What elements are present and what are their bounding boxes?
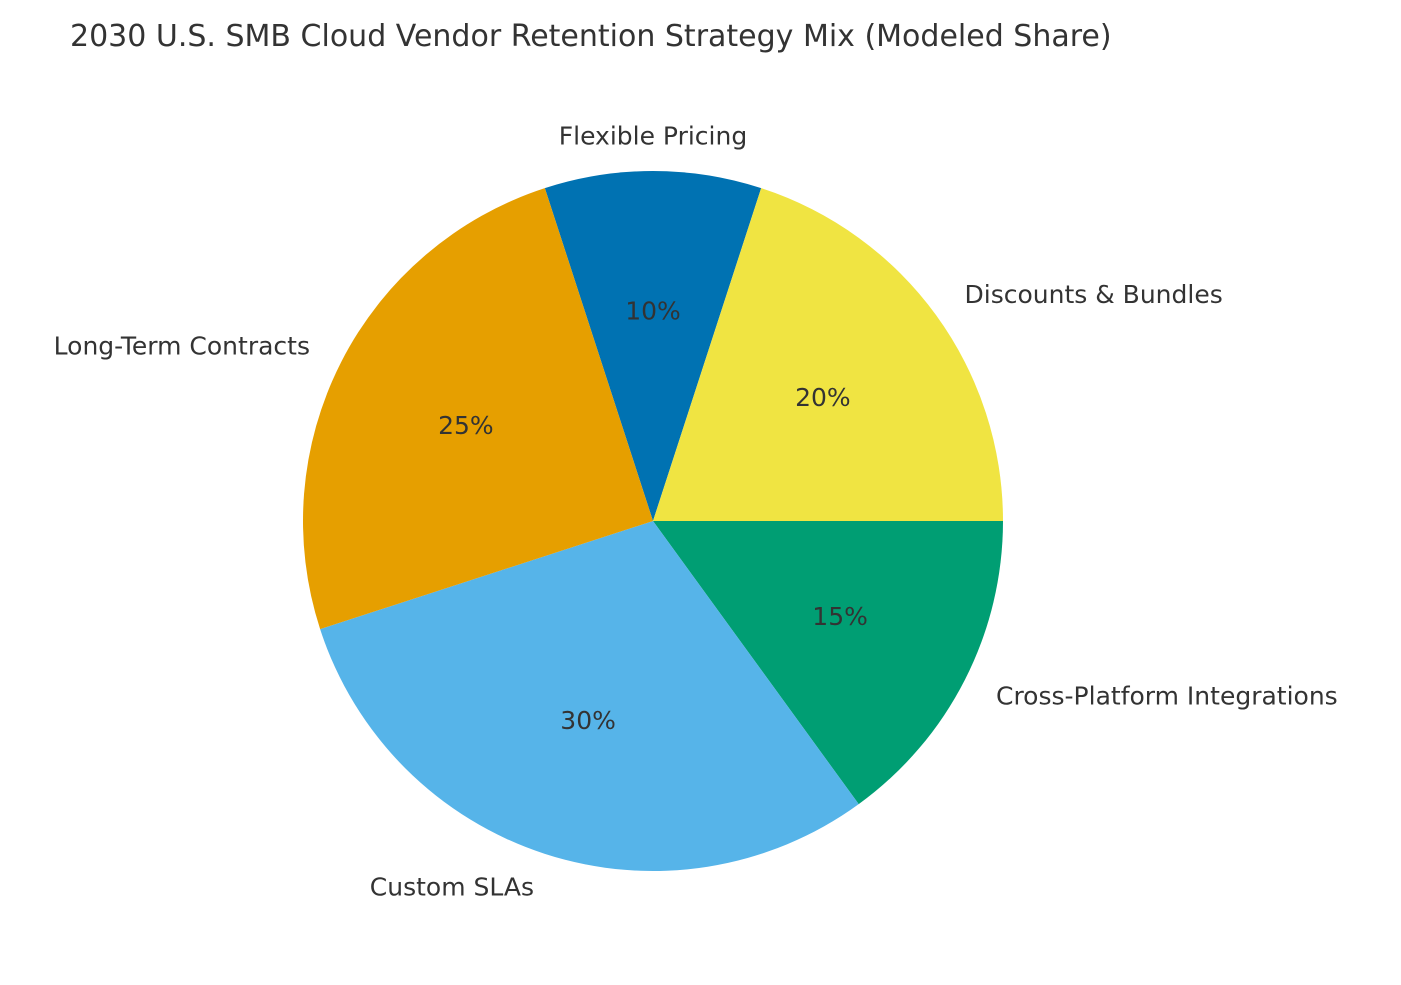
pie-slice-cross-platform-integrations bbox=[653, 521, 1003, 805]
pct-label-custom-slas: 30% bbox=[560, 706, 616, 735]
pct-label-long-term-contracts: 25% bbox=[438, 411, 494, 440]
pct-label-flexible-pricing: 10% bbox=[625, 297, 681, 326]
pie-labels: 10% Flexible Pricing 20% Discounts & Bundle… bbox=[54, 122, 1338, 902]
pct-label-cross-platform-integrations: 15% bbox=[812, 602, 868, 631]
pie-slice-custom-slas bbox=[320, 521, 859, 872]
pie-slice-long-term-contracts bbox=[302, 188, 653, 630]
slice-label-custom-slas: Custom SLAs bbox=[370, 873, 534, 902]
chart-title: 2030 U.S. SMB Cloud Vendor Retention Str… bbox=[70, 19, 1112, 54]
pie-slice-flexible-pricing bbox=[544, 170, 762, 522]
slice-label-cross-platform-integrations: Cross-Platform Integrations bbox=[996, 681, 1338, 710]
pct-label-discounts-and-bundles: 20% bbox=[795, 383, 851, 412]
slice-label-long-term-contracts: Long-Term Contracts bbox=[54, 332, 310, 361]
slice-label-discounts-and-bundles: Discounts & Bundles bbox=[965, 280, 1223, 309]
slice-label-flexible-pricing: Flexible Pricing bbox=[559, 122, 747, 151]
pie-slice-discounts-and-bundles bbox=[653, 188, 1003, 521]
pie-slices bbox=[302, 170, 1003, 872]
